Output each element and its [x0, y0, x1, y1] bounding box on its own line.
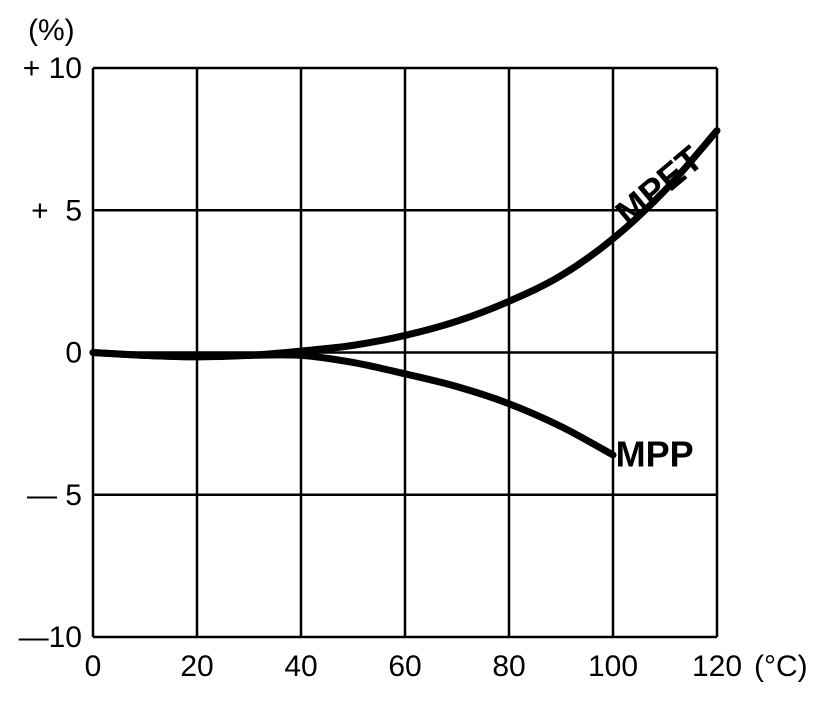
- y-axis-unit: (%): [28, 14, 75, 47]
- x-tick-label-120: 120: [692, 650, 742, 683]
- series-labels: MPET MPP: [607, 138, 710, 475]
- grid-lines: [91, 66, 719, 639]
- x-tick-label-0: 0: [85, 650, 102, 683]
- x-axis-unit: (°C): [754, 650, 808, 683]
- series-label-mpet: MPET: [607, 138, 710, 234]
- x-tick-label-100: 100: [588, 650, 638, 683]
- y-tick-label--5: — 5: [27, 479, 82, 512]
- y-tick-label-0: 0: [65, 337, 82, 370]
- x-tick-label-60: 60: [388, 650, 421, 683]
- y-tick-label-5: + 5: [31, 194, 82, 227]
- x-tick-label-80: 80: [492, 650, 525, 683]
- x-tick-label-20: 20: [180, 650, 213, 683]
- series-lines: [89, 127, 721, 459]
- series-line-mpp: [89, 349, 617, 459]
- y-tick-label-10: + 10: [23, 52, 82, 85]
- x-tick-label-40: 40: [284, 650, 317, 683]
- series-label-mpp: MPP: [616, 433, 694, 474]
- tick-labels: 0 20 40 60 80 100 120 + 10 + 5 0 — 5 —10: [19, 52, 742, 683]
- y-tick-label--10: —10: [19, 621, 82, 654]
